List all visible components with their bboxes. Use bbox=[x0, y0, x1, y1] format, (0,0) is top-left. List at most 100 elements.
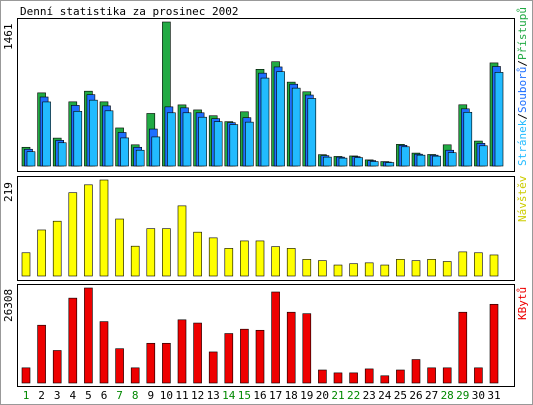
bar-Stránek-7 bbox=[120, 137, 129, 167]
bar-navstev-26 bbox=[411, 260, 421, 277]
bar-navstev-27 bbox=[427, 259, 436, 277]
bar-navstev-28 bbox=[442, 261, 452, 277]
bar-navstev-3 bbox=[52, 220, 62, 277]
bar-kbytu-30 bbox=[474, 367, 483, 384]
x-axis-day-labels: 1 2 3 4 5 6 7 8 9 10 11 12 13 14 15 16 17 18 19 20 21 22 23 24 2… bbox=[23, 389, 501, 402]
bar-Stránek-31 bbox=[494, 72, 504, 167]
x-tick-label-4: 4 bbox=[69, 389, 76, 402]
bar-Stránek-17 bbox=[276, 71, 285, 167]
bar-Stránek-12 bbox=[198, 116, 207, 167]
x-tick-label-15: 15 bbox=[238, 389, 251, 402]
bar-Stránek-26 bbox=[416, 154, 426, 167]
bar-kbytu-11 bbox=[177, 319, 187, 384]
bar-navstev-31 bbox=[489, 254, 499, 277]
x-tick-label-23: 23 bbox=[363, 389, 376, 402]
x-tick-label-5: 5 bbox=[85, 389, 92, 402]
x-tick-label-10: 10 bbox=[160, 389, 173, 402]
bar-Stránek-15 bbox=[245, 121, 254, 167]
bar-Stránek-22 bbox=[354, 157, 363, 167]
x-tick-label-17: 17 bbox=[269, 389, 282, 402]
bar-Stránek-19 bbox=[307, 98, 317, 167]
bar-navstev-22 bbox=[349, 263, 358, 277]
x-tick-label-30: 30 bbox=[472, 389, 485, 402]
x-tick-label-7: 7 bbox=[116, 389, 123, 402]
x-tick-label-29: 29 bbox=[456, 389, 469, 402]
x-tick-label-19: 19 bbox=[300, 389, 313, 402]
bar-Stránek-21 bbox=[338, 157, 348, 167]
x-tick-label-25: 25 bbox=[394, 389, 407, 402]
bar-kbytu-8 bbox=[130, 367, 140, 384]
kbytes-bars bbox=[21, 287, 499, 384]
bar-kbytu-28 bbox=[442, 367, 452, 384]
bar-navstev-15 bbox=[240, 240, 249, 277]
bar-kbytu-26 bbox=[411, 359, 421, 384]
bar-navstev-10 bbox=[162, 228, 171, 277]
bar-Stránek-3 bbox=[57, 142, 67, 167]
bar-kbytu-27 bbox=[427, 367, 436, 384]
bar-navstev-17 bbox=[271, 246, 280, 277]
x-tick-label-28: 28 bbox=[441, 389, 454, 402]
bar-kbytu-18 bbox=[286, 311, 296, 384]
bar-kbytu-29 bbox=[458, 311, 468, 384]
hits-legend: Stránek/Souborů/Přístupů bbox=[516, 7, 529, 166]
bar-Stránek-23 bbox=[369, 161, 379, 167]
bar-Stránek-2 bbox=[42, 101, 51, 167]
visits-bars bbox=[21, 179, 499, 277]
x-tick-label-26: 26 bbox=[409, 389, 422, 402]
bar-navstev-9 bbox=[146, 228, 156, 277]
bar-Stránek-29 bbox=[463, 111, 473, 167]
bar-kbytu-12 bbox=[193, 322, 202, 384]
bar-kbytu-3 bbox=[52, 350, 62, 384]
bar-Stránek-16 bbox=[260, 77, 270, 167]
hits-axis-max-label: 1461 bbox=[2, 24, 15, 51]
bar-navstev-25 bbox=[396, 259, 405, 277]
x-tick-label-20: 20 bbox=[316, 389, 329, 402]
bar-navstev-12 bbox=[193, 231, 202, 277]
bar-Stránek-6 bbox=[104, 110, 114, 167]
bar-kbytu-4 bbox=[68, 297, 78, 384]
bar-navstev-7 bbox=[115, 218, 124, 277]
bar-navstev-18 bbox=[286, 248, 296, 277]
bar-Stránek-20 bbox=[323, 156, 332, 167]
x-tick-label-22: 22 bbox=[347, 389, 360, 402]
x-tick-label-12: 12 bbox=[191, 389, 204, 402]
x-tick-label-24: 24 bbox=[378, 389, 392, 402]
hits-bars bbox=[21, 21, 504, 167]
legend-separator-1: / bbox=[516, 113, 529, 120]
bar-navstev-13 bbox=[208, 237, 218, 277]
bar-navstev-1 bbox=[21, 252, 31, 277]
legend-pristupu: Přístupů bbox=[516, 7, 529, 60]
bar-navstev-30 bbox=[474, 252, 483, 277]
bar-kbytu-16 bbox=[255, 329, 265, 384]
bar-navstev-24 bbox=[380, 264, 390, 277]
visits-axis-max-label: 219 bbox=[2, 182, 15, 202]
x-tick-label-11: 11 bbox=[175, 389, 188, 402]
bar-navstev-29 bbox=[458, 251, 468, 277]
bar-kbytu-13 bbox=[208, 351, 218, 384]
x-tick-label-8: 8 bbox=[132, 389, 139, 402]
x-tick-label-14: 14 bbox=[222, 389, 236, 402]
bar-navstev-21 bbox=[333, 264, 343, 277]
bar-kbytu-10 bbox=[162, 342, 171, 384]
bar-kbytu-6 bbox=[99, 321, 109, 384]
bar-Stránek-13 bbox=[213, 121, 223, 167]
x-tick-label-13: 13 bbox=[207, 389, 220, 402]
bar-Stránek-28 bbox=[447, 152, 457, 167]
bar-kbytu-25 bbox=[396, 369, 405, 384]
bar-navstev-4 bbox=[68, 192, 78, 277]
bar-navstev-2 bbox=[37, 229, 46, 277]
bar-Stránek-11 bbox=[182, 112, 192, 167]
kbytes-legend: KBytů bbox=[516, 287, 529, 320]
bar-kbytu-2 bbox=[37, 324, 46, 384]
bar-kbytu-15 bbox=[240, 328, 249, 384]
x-tick-label-31: 31 bbox=[487, 389, 500, 402]
bar-kbytu-20 bbox=[318, 369, 327, 384]
x-tick-label-18: 18 bbox=[285, 389, 298, 402]
bar-navstev-19 bbox=[302, 259, 312, 277]
bar-kbytu-21 bbox=[333, 372, 343, 384]
bar-Stránek-9 bbox=[151, 136, 161, 167]
bar-Stránek-18 bbox=[291, 87, 301, 167]
bar-navstev-23 bbox=[364, 262, 374, 277]
x-tick-label-1: 1 bbox=[23, 389, 30, 402]
